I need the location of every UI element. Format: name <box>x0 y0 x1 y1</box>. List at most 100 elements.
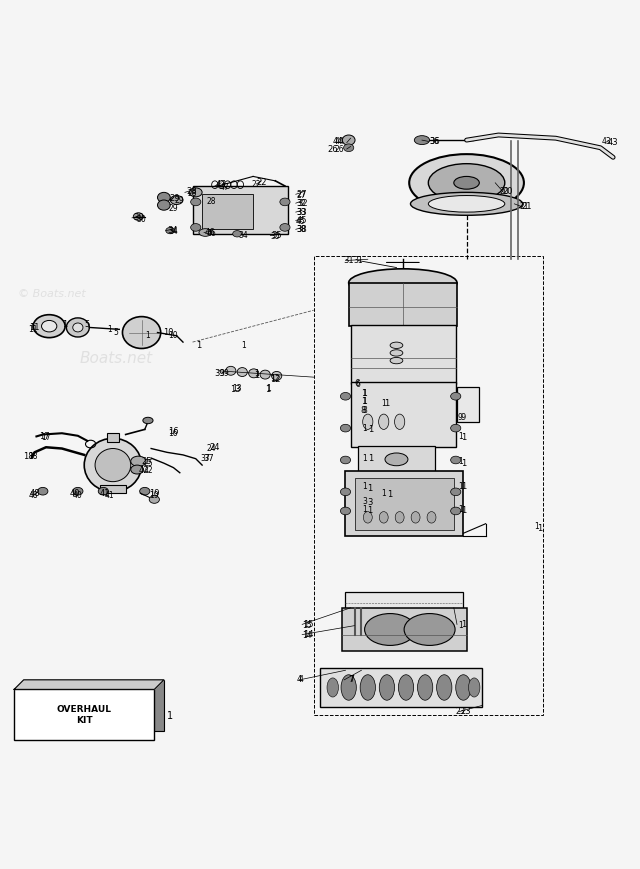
Text: 1: 1 <box>381 400 386 408</box>
Ellipse shape <box>410 192 523 216</box>
Text: 9: 9 <box>458 413 463 421</box>
Text: 1: 1 <box>384 400 390 408</box>
Text: 46: 46 <box>205 228 216 237</box>
Text: 43: 43 <box>608 138 618 147</box>
Text: 7: 7 <box>348 675 353 684</box>
Ellipse shape <box>390 342 403 348</box>
Ellipse shape <box>157 192 170 202</box>
Text: 24: 24 <box>207 444 216 453</box>
Bar <box>346 472 463 536</box>
Ellipse shape <box>95 448 131 481</box>
Ellipse shape <box>409 154 524 211</box>
Text: 31: 31 <box>353 256 363 265</box>
Text: 16: 16 <box>168 428 179 438</box>
Text: 8: 8 <box>362 406 367 415</box>
Bar <box>106 433 119 442</box>
Ellipse shape <box>436 674 452 700</box>
Text: 24: 24 <box>210 442 220 452</box>
Ellipse shape <box>349 269 457 297</box>
Ellipse shape <box>380 512 388 523</box>
Text: 14: 14 <box>303 631 312 640</box>
Text: 22: 22 <box>256 178 267 188</box>
Text: 13: 13 <box>232 384 242 393</box>
Text: 4: 4 <box>298 675 303 684</box>
Ellipse shape <box>451 507 461 514</box>
Text: 36: 36 <box>430 137 440 146</box>
Ellipse shape <box>344 144 354 151</box>
Ellipse shape <box>191 223 201 231</box>
Text: 1: 1 <box>458 432 463 441</box>
Ellipse shape <box>38 488 48 495</box>
Text: 1: 1 <box>367 484 372 494</box>
Text: 37: 37 <box>203 454 214 463</box>
Bar <box>358 446 435 473</box>
Text: 1: 1 <box>145 331 150 341</box>
Text: 4: 4 <box>297 675 302 684</box>
Text: 36: 36 <box>429 137 440 146</box>
Text: 1: 1 <box>167 711 173 721</box>
Text: 28: 28 <box>186 187 196 196</box>
Text: 1: 1 <box>361 397 366 406</box>
Text: 34: 34 <box>167 226 177 235</box>
Text: Boats.net: Boats.net <box>79 350 153 366</box>
Text: 37: 37 <box>200 454 210 462</box>
Ellipse shape <box>170 196 183 204</box>
Ellipse shape <box>133 213 143 221</box>
Ellipse shape <box>42 321 57 332</box>
Text: 1: 1 <box>362 482 367 491</box>
Text: 33: 33 <box>296 209 306 217</box>
Text: 1: 1 <box>381 488 386 498</box>
Ellipse shape <box>390 349 403 356</box>
Text: 7: 7 <box>349 675 355 684</box>
Ellipse shape <box>237 368 247 376</box>
Text: 26: 26 <box>334 144 344 154</box>
Bar <box>24 680 164 731</box>
Text: 8: 8 <box>361 406 366 415</box>
Text: 18: 18 <box>29 452 38 461</box>
Text: 32: 32 <box>297 199 307 208</box>
Text: 1: 1 <box>461 459 466 468</box>
Text: 1: 1 <box>461 482 466 491</box>
Text: 47: 47 <box>220 182 229 192</box>
Text: 1: 1 <box>361 388 366 398</box>
Ellipse shape <box>417 674 433 700</box>
Text: 10: 10 <box>168 331 179 341</box>
Ellipse shape <box>327 678 339 697</box>
Text: 33: 33 <box>297 208 308 216</box>
Text: OVERHAUL
KIT: OVERHAUL KIT <box>57 705 112 725</box>
Ellipse shape <box>340 393 351 400</box>
Text: 38: 38 <box>297 225 308 234</box>
Text: 25: 25 <box>141 457 152 467</box>
Bar <box>351 382 456 448</box>
Ellipse shape <box>67 318 90 337</box>
Text: 39: 39 <box>214 368 225 378</box>
Text: 1: 1 <box>461 507 466 515</box>
Text: 6: 6 <box>355 379 360 388</box>
Ellipse shape <box>363 415 373 429</box>
Ellipse shape <box>248 368 259 378</box>
Text: 1: 1 <box>362 388 367 398</box>
Ellipse shape <box>414 136 429 144</box>
Text: 1: 1 <box>241 341 246 350</box>
Text: 35: 35 <box>271 233 280 242</box>
Text: 1: 1 <box>362 397 367 406</box>
Text: 11: 11 <box>29 323 40 332</box>
Ellipse shape <box>385 453 408 466</box>
Ellipse shape <box>271 371 282 381</box>
Text: 31: 31 <box>344 256 354 265</box>
Text: 1: 1 <box>387 490 393 499</box>
Text: 18: 18 <box>23 452 33 461</box>
Ellipse shape <box>340 456 351 464</box>
Text: 30: 30 <box>137 215 147 223</box>
Text: 1: 1 <box>458 482 463 491</box>
Text: 5: 5 <box>84 321 90 329</box>
Text: 1: 1 <box>461 433 466 441</box>
Text: 23: 23 <box>456 707 465 716</box>
Text: 26: 26 <box>328 144 338 154</box>
Bar <box>346 592 463 610</box>
Text: 23: 23 <box>460 707 470 716</box>
Ellipse shape <box>398 674 413 700</box>
Text: 22: 22 <box>252 180 261 189</box>
Ellipse shape <box>149 495 159 503</box>
Text: 17: 17 <box>40 432 50 441</box>
